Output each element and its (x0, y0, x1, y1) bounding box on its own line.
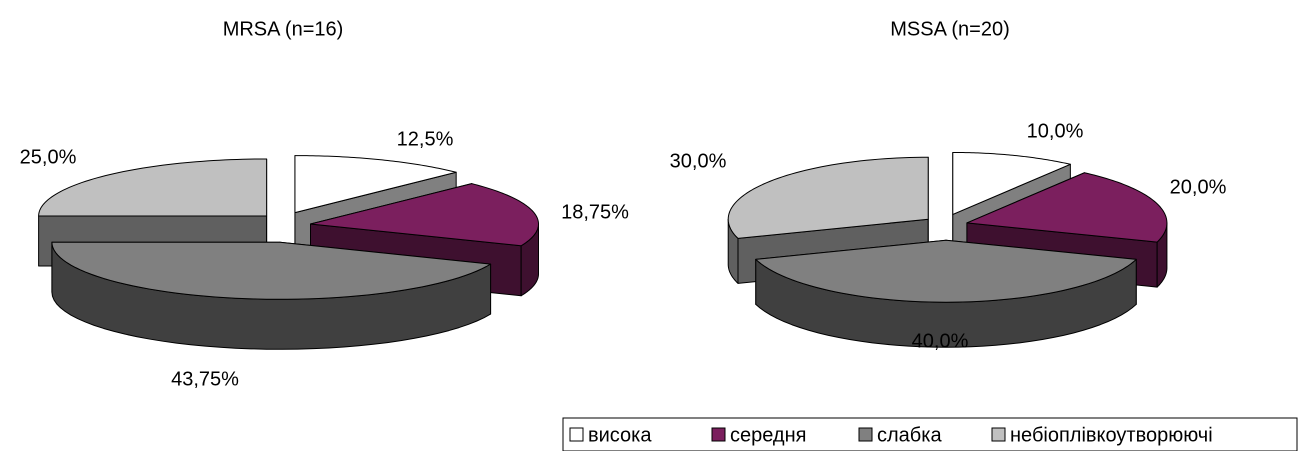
chart-title: MSSA (n=20) (890, 18, 1010, 40)
legend-box (562, 417, 1298, 451)
legend-label: середня (730, 424, 806, 446)
pie-slice (755, 239, 1137, 348)
data-label: 43,75% (171, 368, 239, 390)
data-label: 30,0% (670, 150, 727, 172)
slice-top (755, 239, 1137, 303)
legend-swatch (858, 427, 873, 442)
legend-swatch (991, 427, 1006, 442)
legend-swatch (711, 427, 726, 442)
slice-top (952, 151, 1071, 215)
slice-top (38, 158, 268, 217)
legend-label: висока (588, 424, 652, 446)
data-label: 10,0% (1027, 120, 1084, 142)
data-label: 12,5% (397, 128, 454, 150)
slice-top (51, 241, 492, 300)
data-label: 18,75% (561, 201, 629, 223)
data-label: 40,0% (912, 330, 969, 352)
data-label: 25,0% (20, 146, 77, 168)
slice-top (310, 183, 540, 247)
slice-top (966, 172, 1168, 243)
slice-top (294, 155, 457, 214)
legend-swatch (569, 427, 584, 442)
slice-top (727, 156, 929, 239)
pie-slice (51, 241, 492, 350)
legend-label: слабка (877, 424, 942, 446)
chart-title: MRSA (n=16) (223, 18, 344, 40)
legend-label: небіоплівкоутворюючі (1010, 424, 1213, 446)
data-label: 20,0% (1170, 176, 1227, 198)
